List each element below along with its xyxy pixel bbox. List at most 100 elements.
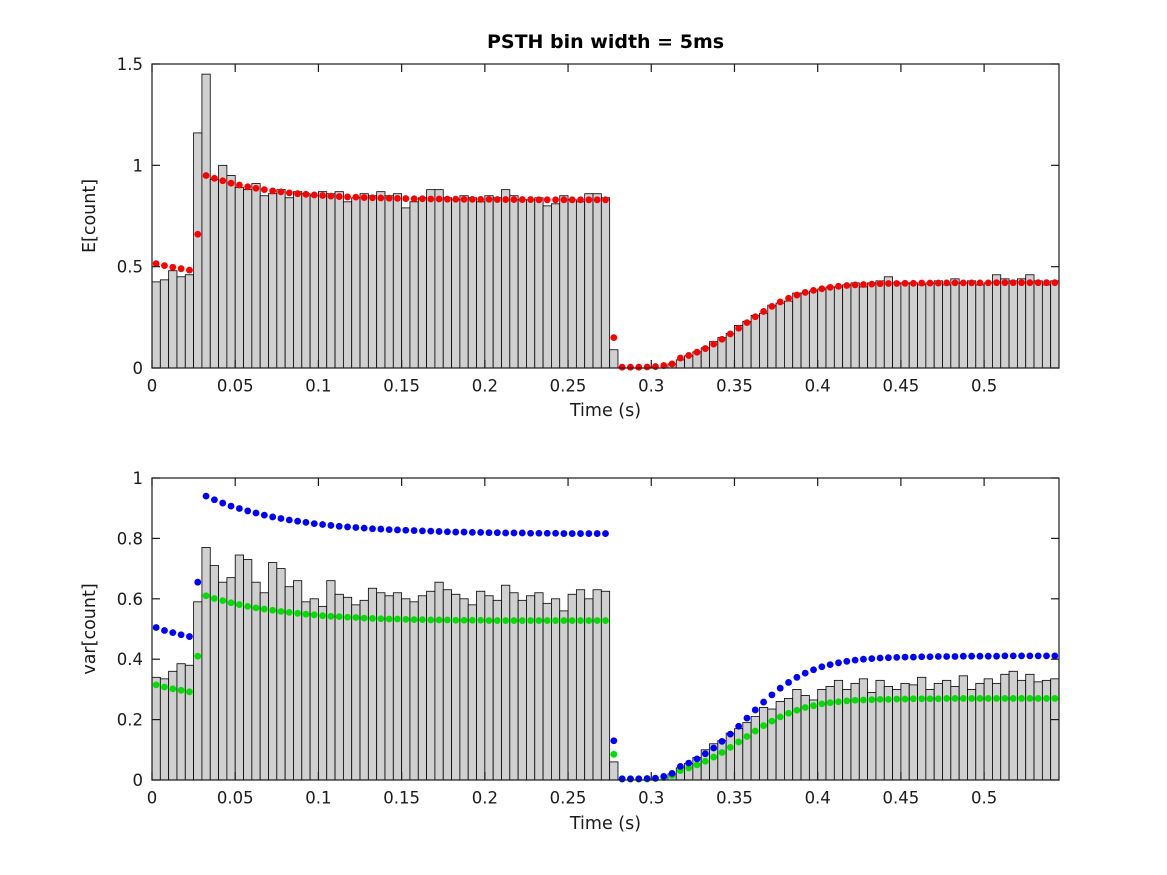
data-point	[593, 196, 601, 204]
data-point	[943, 279, 951, 287]
data-point	[152, 260, 160, 268]
histogram-bar	[501, 189, 511, 369]
data-point	[959, 652, 967, 660]
data-point	[285, 189, 293, 197]
data-point	[768, 302, 776, 310]
data-point	[668, 360, 676, 368]
data-point	[235, 505, 243, 512]
data-point	[993, 652, 1000, 660]
histogram-bar	[975, 284, 985, 369]
data-point	[610, 334, 618, 341]
data-point	[385, 615, 393, 623]
data-point	[552, 196, 559, 204]
data-point	[211, 496, 218, 504]
x-tick-label: 0.5	[971, 789, 997, 808]
data-point	[310, 611, 318, 619]
data-point	[402, 195, 410, 202]
data-point	[976, 652, 984, 660]
data-point	[993, 279, 1000, 287]
histogram-bar	[792, 689, 802, 781]
data-point	[826, 661, 834, 669]
variance-green-dots	[152, 592, 1059, 783]
histogram-bar	[1000, 278, 1010, 369]
data-point	[344, 193, 351, 201]
histogram-bar	[309, 195, 319, 369]
histogram-bar	[417, 197, 427, 369]
data-point	[394, 526, 401, 534]
data-point	[660, 772, 668, 780]
histogram-bar	[509, 195, 519, 369]
histogram-bar	[392, 193, 403, 369]
data-point	[909, 279, 917, 287]
data-point	[785, 294, 792, 302]
data-point	[310, 520, 318, 527]
data-point	[585, 196, 593, 204]
histogram-bar	[268, 562, 278, 781]
data-point	[319, 192, 326, 199]
histogram-bar	[234, 187, 244, 369]
data-point	[402, 615, 410, 623]
histogram-bar	[201, 547, 211, 781]
data-point	[668, 769, 676, 777]
data-point	[194, 652, 202, 660]
data-point	[460, 528, 468, 536]
data-point	[294, 190, 302, 198]
x-tick-label: 0.35	[716, 377, 753, 396]
histogram-bar	[775, 701, 785, 781]
data-point	[327, 522, 335, 529]
data-point	[468, 528, 476, 536]
data-point	[751, 727, 759, 735]
x-tick-label: 0.4	[805, 377, 831, 396]
data-point	[177, 631, 185, 639]
data-point	[468, 616, 476, 624]
data-point	[627, 775, 634, 783]
histogram-bars	[151, 547, 1060, 781]
data-point	[726, 743, 734, 751]
data-point	[385, 526, 393, 534]
data-point	[369, 615, 376, 622]
data-point	[577, 530, 584, 537]
histogram-bar	[467, 604, 477, 781]
data-point	[743, 714, 751, 722]
data-point	[901, 695, 909, 703]
data-point	[835, 659, 842, 667]
data-point	[568, 530, 576, 537]
data-point	[627, 363, 634, 371]
data-point	[377, 194, 385, 202]
data-point	[410, 527, 418, 534]
data-point	[876, 280, 884, 288]
data-point	[951, 279, 959, 287]
data-point	[735, 324, 743, 332]
histogram-bar	[1008, 670, 1018, 781]
histogram-bar	[168, 270, 178, 369]
data-point	[252, 184, 260, 192]
data-point	[294, 517, 302, 525]
histogram-bar	[209, 179, 219, 369]
data-point	[568, 196, 576, 204]
data-point	[435, 616, 443, 624]
data-point	[410, 616, 418, 624]
data-point	[718, 335, 726, 343]
data-point	[485, 529, 493, 537]
data-point	[893, 653, 901, 661]
data-point	[876, 654, 884, 662]
histogram-bar	[484, 195, 494, 369]
data-point	[918, 279, 926, 287]
histogram-bar	[742, 722, 752, 781]
data-point	[951, 695, 959, 702]
histogram-bar	[592, 193, 602, 369]
histogram-bar	[417, 595, 427, 781]
histogram-bar	[492, 599, 502, 781]
histogram-bar	[234, 554, 244, 781]
data-point	[194, 578, 202, 586]
data-point	[285, 516, 293, 524]
data-point	[693, 761, 701, 769]
histogram-bar	[867, 692, 877, 781]
histogram-bar	[833, 286, 844, 369]
data-point	[302, 610, 310, 618]
data-point	[568, 617, 576, 624]
histogram-bar	[401, 207, 411, 369]
data-point	[602, 617, 609, 624]
data-point	[1026, 652, 1034, 660]
